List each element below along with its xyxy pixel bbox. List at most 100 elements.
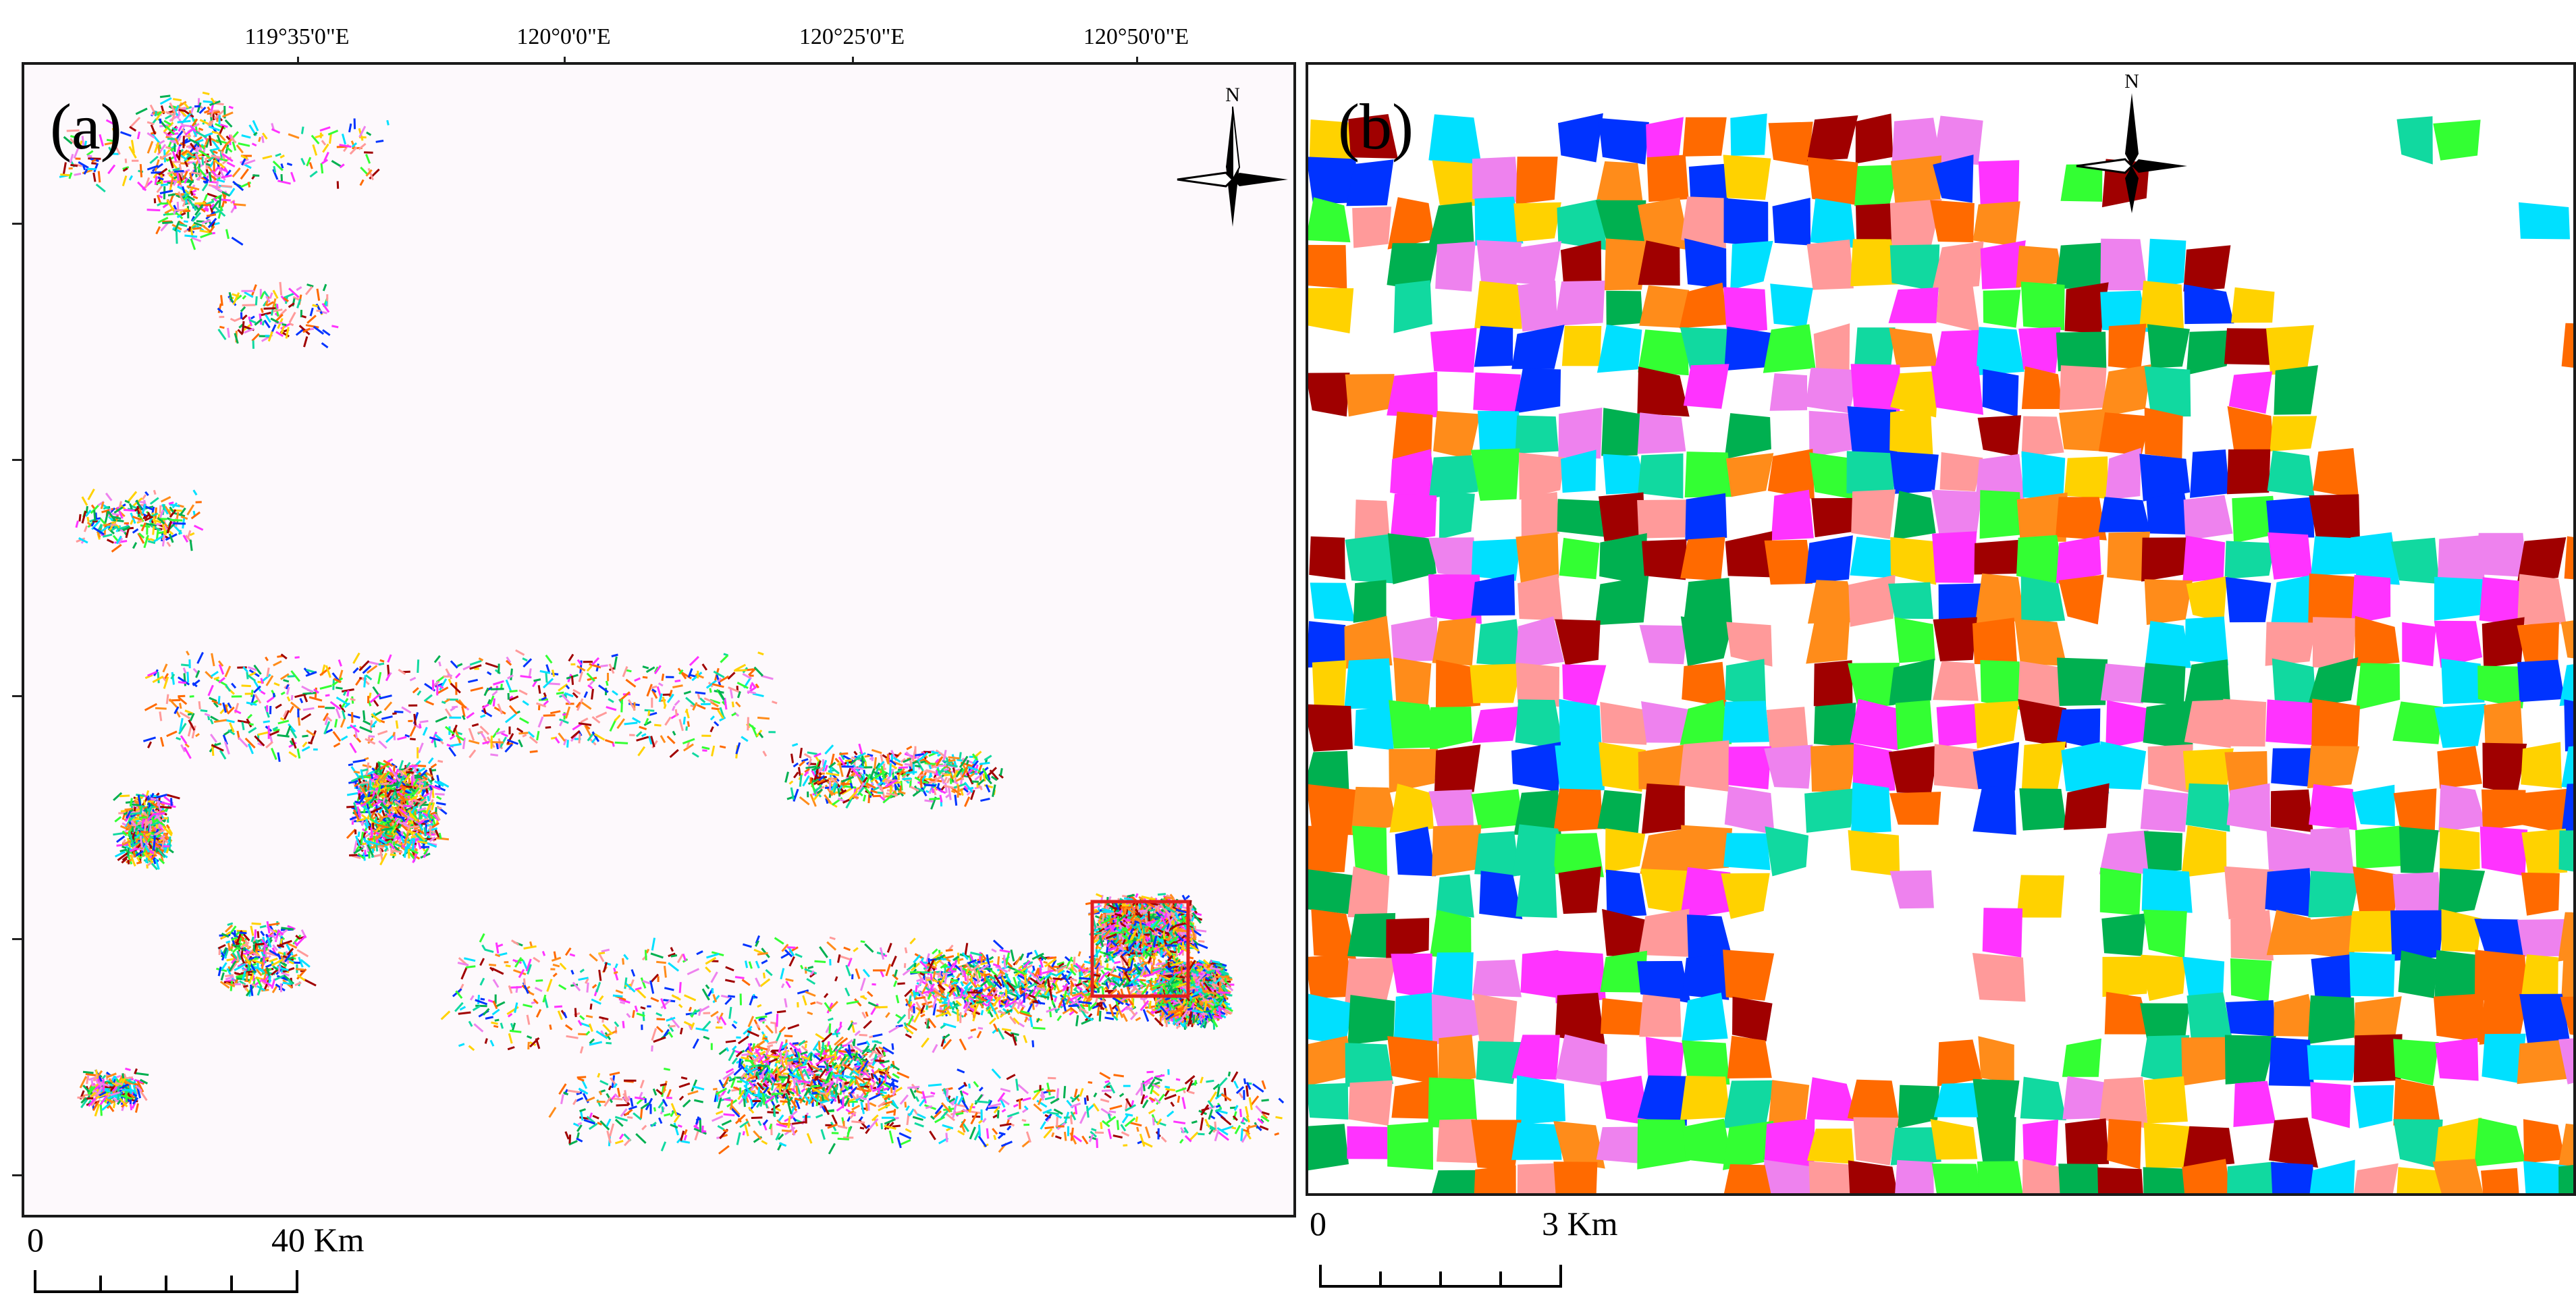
field-parcel [608, 698, 614, 703]
longitude-tick [852, 57, 854, 63]
field-parcel [380, 795, 385, 798]
field-parcel [360, 831, 364, 845]
field-parcel [656, 960, 666, 964]
field-parcel [992, 1128, 998, 1135]
field-parcel [523, 945, 537, 950]
field-parcel [340, 735, 348, 741]
field-parcel [1170, 1101, 1175, 1107]
field-parcel [589, 1038, 595, 1045]
field-parcel [855, 968, 861, 979]
field-parcel [785, 978, 794, 982]
field-parcel [216, 178, 225, 183]
field-parcel [450, 707, 456, 712]
field-parcel [344, 702, 351, 709]
field-parcel [916, 1113, 926, 1120]
field-parcel [232, 292, 240, 305]
field-parcel [104, 511, 109, 523]
field-parcel [624, 977, 628, 989]
field-parcel [287, 675, 295, 678]
field-parcel [296, 286, 302, 292]
field-parcel [209, 119, 214, 128]
field-parcel [325, 301, 328, 306]
field-parcel [683, 1134, 688, 1141]
longitude-tick [564, 57, 566, 63]
field-parcel [286, 686, 290, 695]
field-parcel [522, 700, 529, 706]
field-parcel [993, 1134, 997, 1141]
field-parcel [862, 968, 870, 978]
field-parcel [614, 714, 621, 722]
field-parcel [742, 1130, 745, 1136]
field-parcel [660, 1141, 667, 1152]
field-parcel [1079, 1088, 1084, 1097]
field-parcel [695, 691, 706, 695]
field-parcel [658, 693, 663, 703]
field-parcel [66, 129, 80, 132]
field-parcel [211, 155, 221, 159]
field-parcel [275, 153, 281, 157]
field-parcel [180, 212, 186, 216]
field-parcel [613, 970, 618, 975]
field-parcel [288, 311, 296, 323]
field-parcel [1238, 1092, 1244, 1099]
field-parcel [247, 666, 257, 672]
field-parcel [209, 135, 212, 146]
field-parcel [194, 163, 198, 177]
field-parcel [894, 969, 898, 977]
field-parcel [1274, 1132, 1280, 1136]
field-parcel [436, 795, 442, 800]
field-parcel [378, 740, 387, 749]
field-parcel [736, 1132, 741, 1145]
field-parcel [456, 663, 463, 667]
field-parcel [205, 671, 213, 680]
field-parcel [545, 671, 548, 683]
field-parcel [244, 737, 256, 749]
field-parcel [1094, 1131, 1104, 1134]
field-parcel [146, 140, 154, 154]
field-parcel [635, 1133, 647, 1144]
field-parcel [122, 175, 128, 187]
field-parcel [333, 742, 341, 748]
field-parcel [957, 1095, 964, 1105]
field-parcel [1275, 1116, 1283, 1120]
field-parcel [73, 146, 80, 159]
field-parcel [285, 327, 290, 339]
field-parcel [179, 703, 182, 709]
field-parcel [322, 283, 327, 292]
field-parcel [394, 711, 404, 713]
field-parcel [718, 689, 725, 701]
field-parcel [125, 824, 131, 829]
field-parcel [1214, 1129, 1220, 1142]
field-parcel [1123, 1144, 1128, 1147]
field-parcel [346, 792, 358, 796]
field-parcel [290, 171, 296, 182]
field-parcel [215, 206, 226, 217]
field-parcel [279, 717, 285, 721]
field-parcel [565, 684, 570, 690]
field-parcel [1177, 1095, 1181, 1103]
field-parcel [180, 735, 188, 744]
field-parcel [113, 831, 125, 836]
field-parcel [298, 325, 311, 335]
field-parcel [533, 678, 541, 682]
field-parcel [724, 1098, 733, 1101]
longitude-label-4: 120°50'0"E [1083, 24, 1189, 49]
field-parcel [219, 325, 225, 329]
field-parcel [909, 937, 916, 945]
field-parcel [778, 1114, 784, 1122]
field-parcel [642, 665, 649, 669]
field-parcel [535, 1009, 542, 1018]
field-parcel [892, 1072, 900, 1079]
field-parcel [1073, 1089, 1078, 1098]
field-parcel [652, 1088, 658, 1096]
field-parcel [469, 995, 475, 1001]
field-parcel [250, 925, 254, 936]
field-parcel [1044, 1126, 1054, 1130]
field-parcel [111, 512, 120, 516]
field-parcel [356, 854, 369, 857]
field-parcel [144, 177, 151, 188]
field-parcel [244, 291, 254, 298]
field-parcel [319, 666, 331, 676]
field-parcel [1121, 1114, 1129, 1124]
field-parcel [1023, 1105, 1029, 1111]
